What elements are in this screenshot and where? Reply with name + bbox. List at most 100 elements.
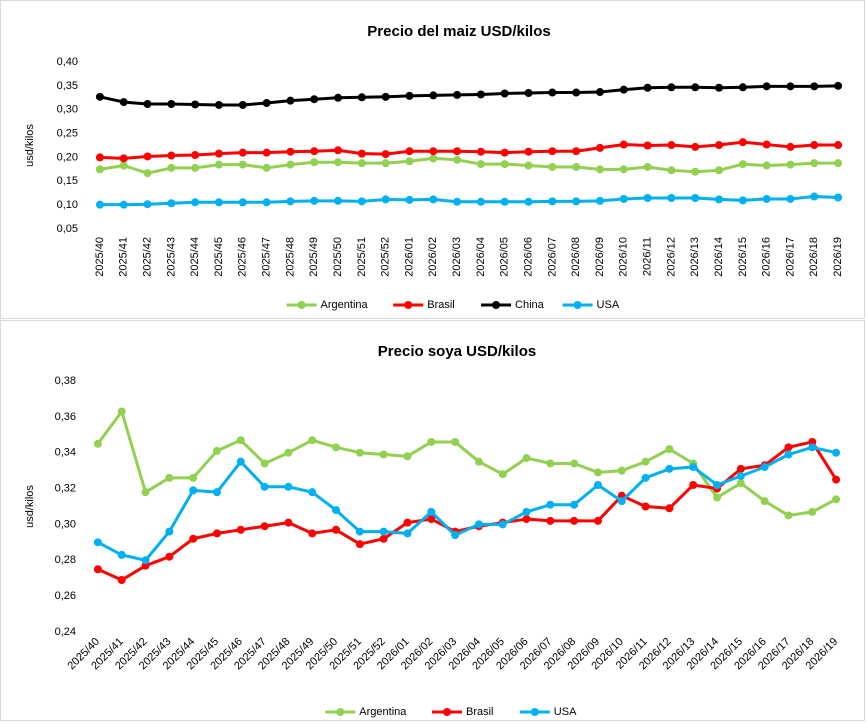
data-point [500,89,509,98]
data-point [429,195,438,204]
data-point [810,192,819,201]
data-point [429,154,438,163]
data-point [548,197,557,206]
data-point [117,576,126,585]
data-point [548,162,557,171]
data-point [381,159,390,168]
data-point [476,147,485,156]
data-point [474,520,483,529]
data-point [334,146,343,155]
data-point [572,147,581,156]
data-point [238,100,247,109]
data-point [93,439,102,448]
y-tick-label: 0,26 [55,590,76,602]
data-point [834,141,843,150]
data-point [143,99,152,108]
data-point [834,81,843,90]
data-point [95,165,104,174]
data-point [403,518,412,527]
data-point [214,160,223,169]
x-tick-label: 2026/04 [475,237,487,277]
data-point [453,155,462,164]
data-point [427,507,436,516]
data-point [667,166,676,175]
data-point [286,96,295,105]
data-point [284,448,293,457]
data-point [381,92,390,101]
x-tick-label: 2026/05 [499,237,511,277]
data-point [262,163,271,172]
data-point [738,160,747,169]
data-point [667,193,676,202]
data-point [379,450,388,459]
data-point [691,193,700,202]
data-point [595,196,604,205]
data-point [119,154,128,163]
data-point [427,515,436,524]
data-point [310,95,319,104]
data-point [643,162,652,171]
data-point [570,516,579,525]
data-point [643,83,652,92]
data-point [286,160,295,169]
data-point [691,167,700,176]
data-point [667,141,676,150]
x-tick-label: 2026/10 [618,237,630,277]
data-point [784,450,793,459]
data-point [522,515,531,524]
data-point [93,538,102,547]
data-point [522,507,531,516]
data-point [808,443,817,452]
chart: Precio soya USD/kilos usd/kilos 0,24 0,26 0,… [0,320,865,721]
x-tick-label: 2026/14 [713,237,725,277]
data-point [476,90,485,99]
data-point [310,158,319,167]
data-point [165,552,174,561]
data-point [760,463,769,472]
data-point [619,165,628,174]
data-point [189,534,198,543]
x-tick-label: 2025/48 [284,237,296,277]
y-tick-label: 0,38 [55,375,76,387]
data-point [736,464,745,473]
data-point [810,141,819,150]
data-point [355,540,364,549]
legend-marker [443,708,451,716]
data-point [546,459,555,468]
data-point [167,151,176,160]
y-tick-label: 0,15 [57,175,78,187]
data-point [141,488,150,497]
y-tick-label: 0,25 [57,127,78,139]
y-tick-label: 0,36 [55,411,76,423]
data-point [546,500,555,509]
x-tick-label: 2025/47 [261,237,273,277]
data-point [498,520,507,529]
data-point [548,88,557,97]
legend-label: Argentina [321,299,369,311]
data-point [236,457,245,466]
data-point [641,457,650,466]
data-point [214,100,223,109]
data-point [689,463,698,472]
x-tick-label: 2025/45 [213,237,225,277]
data-point [286,147,295,156]
data-point [191,100,200,109]
y-tick-label: 0,10 [57,199,78,211]
data-point [572,197,581,206]
data-point [500,160,509,169]
data-point [593,468,602,477]
legend-marker [404,301,413,309]
data-point [381,195,390,204]
data-point [236,525,245,534]
data-point [665,445,674,454]
data-point [95,92,104,101]
data-point [784,443,793,452]
data-point [498,470,507,479]
data-point [500,197,509,206]
data-point [715,141,724,150]
x-tick-label: 2025/52 [380,237,392,277]
x-tick-label: 2026/18 [808,237,820,277]
data-point [810,82,819,91]
data-point [429,147,438,156]
y-tick-label: 0,05 [57,223,78,235]
